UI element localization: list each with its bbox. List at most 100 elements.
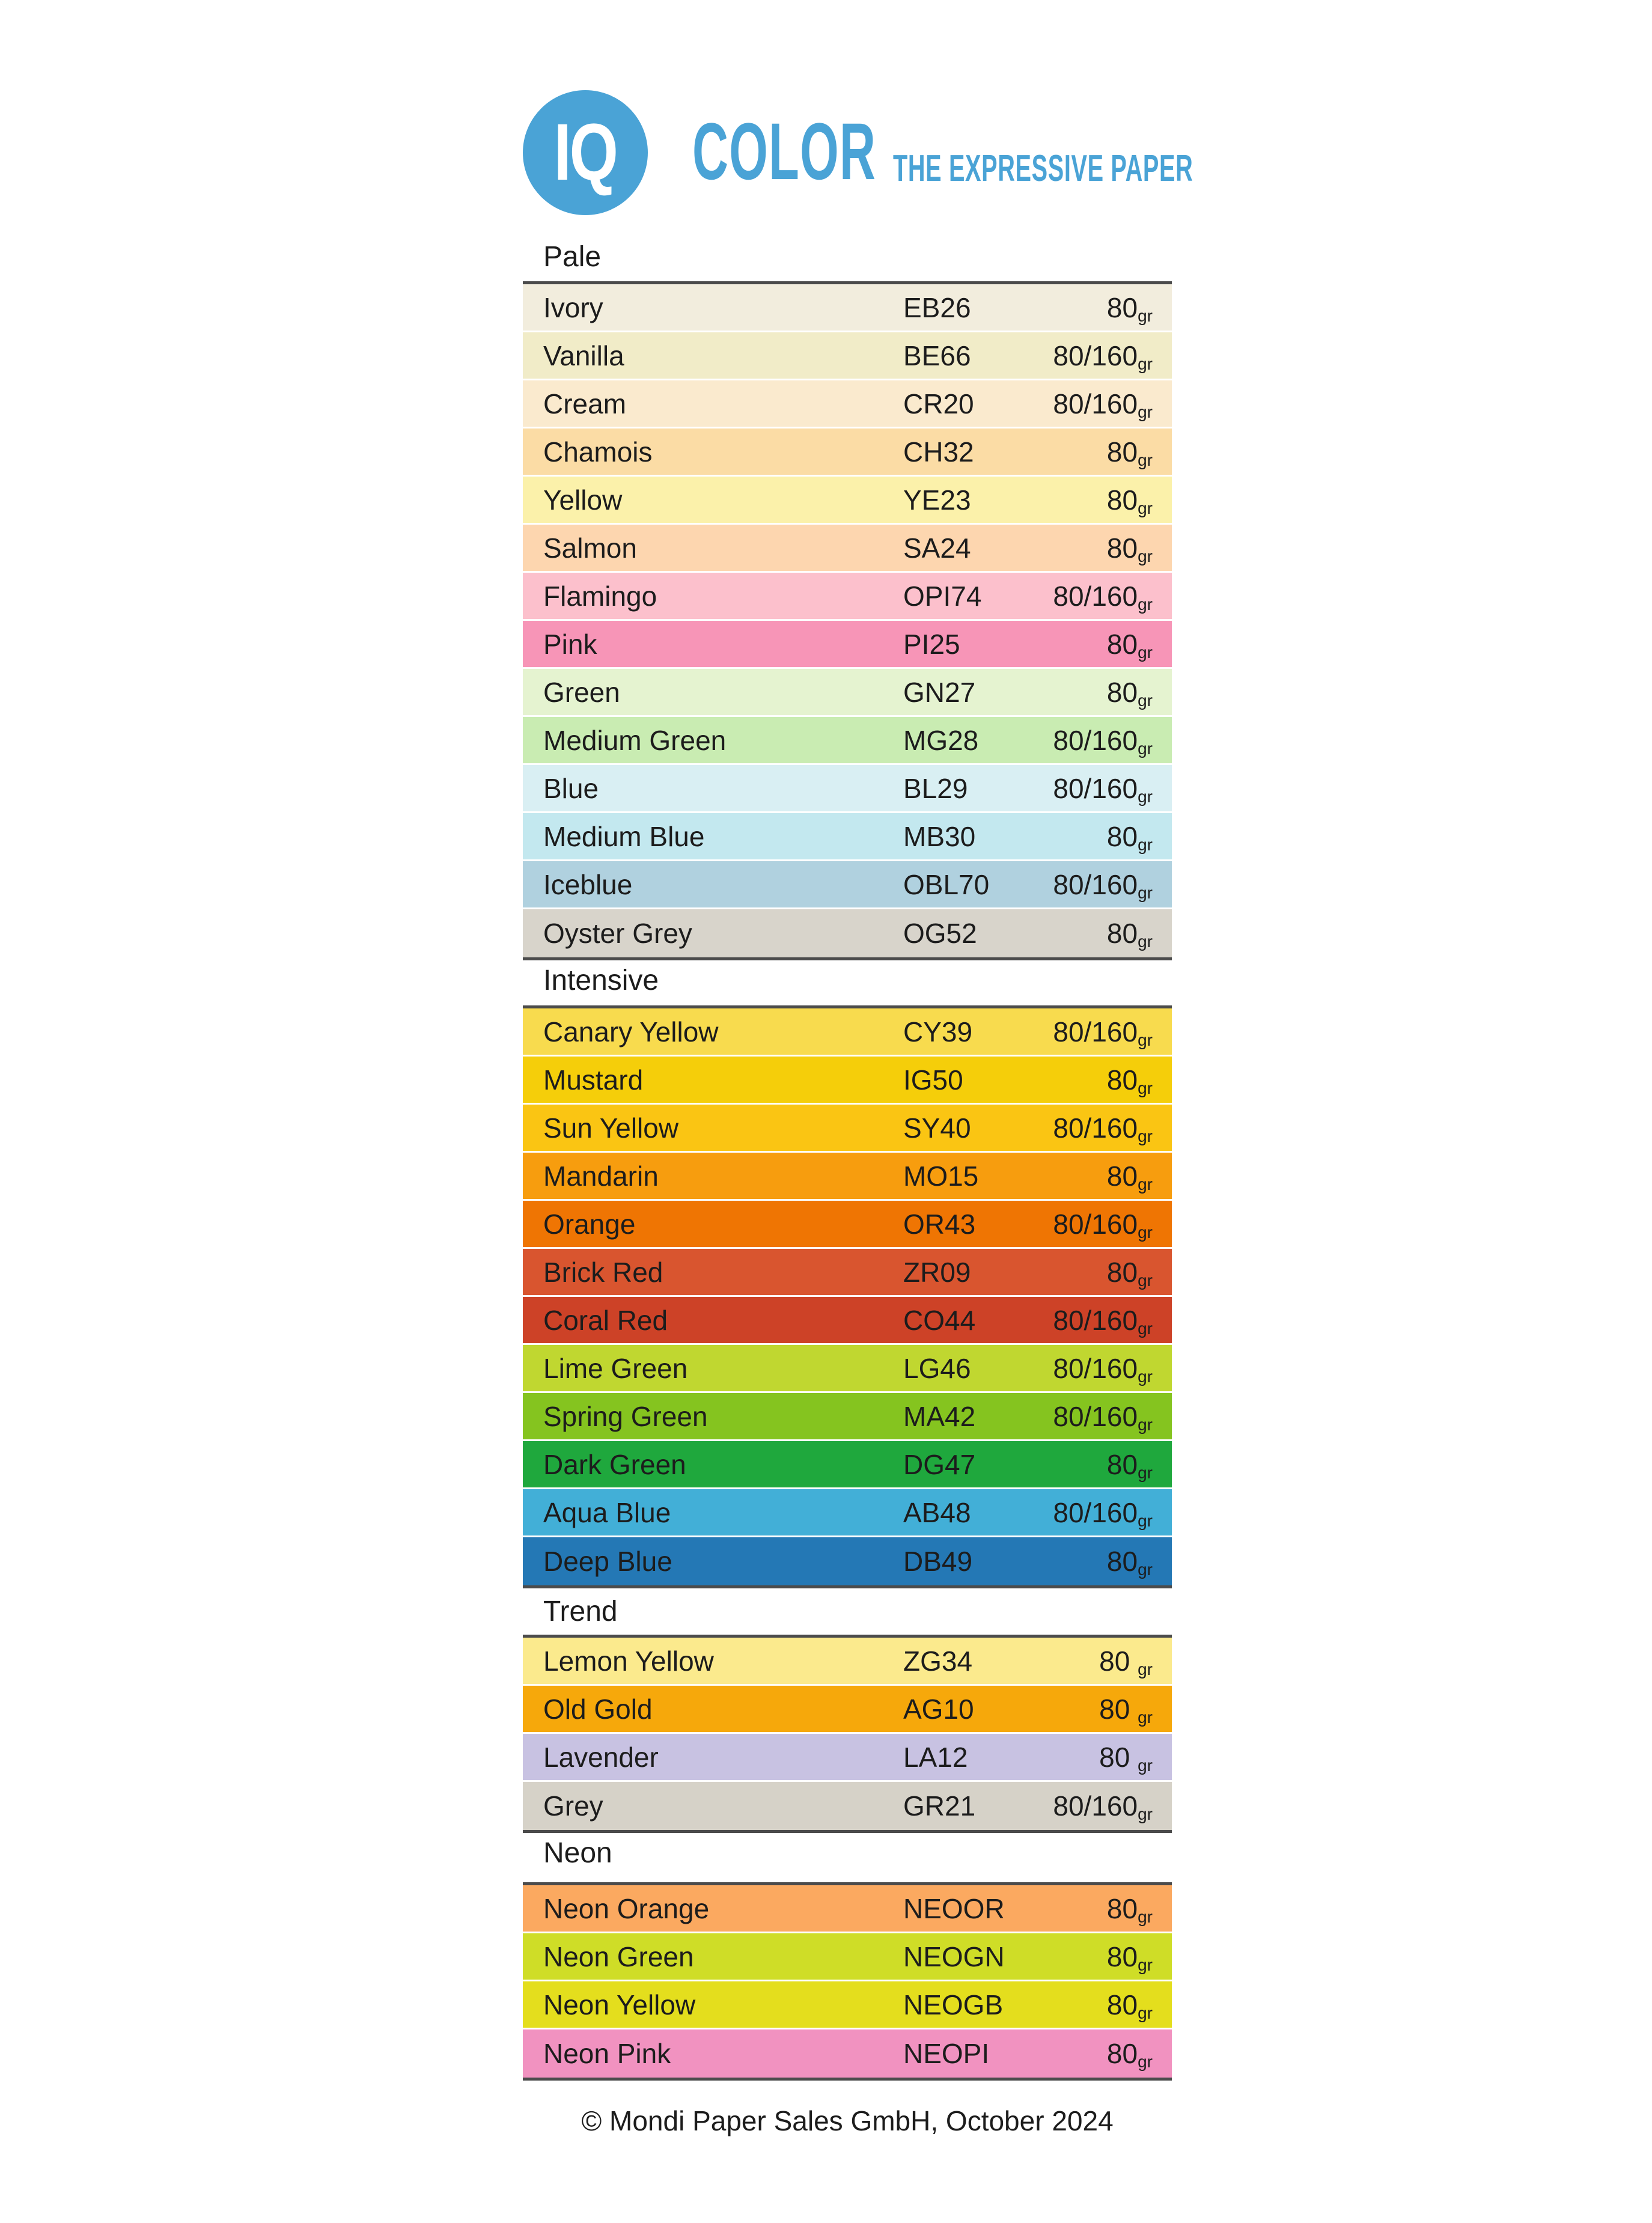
paper-name: Sun Yellow	[543, 1112, 679, 1144]
paper-name: Neon Orange	[543, 1892, 710, 1924]
paper-row: Salmon SA24 80gr	[523, 525, 1172, 573]
paper-row: Pink PI25 80gr	[523, 621, 1172, 669]
paper-name: Old Gold	[543, 1693, 653, 1725]
paper-weight: 80gr	[1106, 1160, 1153, 1194]
paper-code: AB48	[903, 1496, 971, 1528]
paper-code: MA42	[903, 1400, 976, 1432]
paper-name: Orange	[543, 1208, 636, 1240]
paper-weight: 80/160gr	[1053, 1304, 1153, 1338]
paper-name: Flamingo	[543, 580, 657, 612]
paper-name: Mustard	[543, 1064, 644, 1096]
paper-code: BE66	[903, 340, 971, 371]
paper-weight: 80gr	[1106, 1448, 1153, 1482]
paper-row: Neon Pink NEOPI 80gr	[523, 2029, 1172, 2078]
paper-name: Deep Blue	[543, 1546, 672, 1577]
paper-code: OBL70	[903, 868, 990, 900]
paper-row: Vanilla BE66 80/160gr	[523, 332, 1172, 380]
paper-code: MG28	[903, 724, 979, 756]
paper-code: DG47	[903, 1448, 976, 1480]
paper-row: Neon Yellow NEOGB 80gr	[523, 1981, 1172, 2029]
paper-weight: 80/160gr	[1053, 868, 1153, 902]
paper-row: Orange OR43 80/160gr	[523, 1201, 1172, 1249]
paper-weight: 80gr	[1106, 2038, 1153, 2071]
paper-weight: 80/160gr	[1053, 772, 1153, 806]
paper-weight: 80/160gr	[1053, 1496, 1153, 1530]
paper-weight: 80gr	[1106, 291, 1153, 325]
paper-row: Sun Yellow SY40 80/160gr	[523, 1105, 1172, 1153]
paper-code: AG10	[903, 1693, 974, 1725]
paper-name: Vanilla	[543, 340, 624, 371]
paper-weight: 80gr	[1106, 1064, 1153, 1097]
paper-name: Coral Red	[543, 1304, 668, 1336]
paper-weight: 80/160gr	[1053, 1352, 1153, 1386]
paper-name: Dark Green	[543, 1448, 686, 1480]
pale-table: Ivory EB26 80gr Vanilla BE66 80/160gr Cream C…	[523, 281, 1172, 960]
paper-name: Cream	[543, 388, 627, 419]
paper-row: Spring Green MA42 80/160gr	[523, 1393, 1172, 1441]
paper-row: Neon Orange NEOOR 80gr	[523, 1885, 1172, 1933]
paper-name: Aqua Blue	[543, 1496, 671, 1528]
paper-weight: 80/160gr	[1053, 388, 1153, 421]
paper-row: Flamingo OPI74 80/160gr	[523, 573, 1172, 621]
paper-code: BL29	[903, 772, 968, 804]
paper-weight: 80/160gr	[1053, 1112, 1153, 1145]
paper-row: Old Gold AG10 80 gr	[523, 1686, 1172, 1734]
copyright-footer: © Mondi Paper Sales GmbH, October 2024	[581, 2105, 1114, 2136]
paper-code: NEOPI	[903, 2038, 990, 2069]
paper-code: CH32	[903, 436, 974, 468]
paper-row: Aqua Blue AB48 80/160gr	[523, 1489, 1172, 1537]
paper-row: Mandarin MO15 80gr	[523, 1153, 1172, 1201]
paper-code: DB49	[903, 1546, 973, 1577]
iq-logo-monogram: IQ	[553, 108, 618, 197]
paper-row: Green GN27 80gr	[523, 669, 1172, 717]
paper-name: Grey	[543, 1790, 603, 1822]
logo-tagline: THE EXPRESSIVE PAPER	[893, 148, 1193, 189]
paper-name: Neon Pink	[543, 2038, 671, 2069]
paper-code: YE23	[903, 484, 971, 516]
paper-weight: 80 gr	[1099, 1741, 1153, 1775]
paper-weight: 80gr	[1106, 1941, 1153, 1974]
paper-code: CR20	[903, 388, 974, 419]
logo-wordmark: COLOR	[692, 107, 877, 197]
paper-name: Lavender	[543, 1741, 659, 1773]
paper-name: Neon Yellow	[543, 1989, 696, 2020]
paper-weight: 80/160gr	[1053, 1208, 1153, 1242]
paper-row: Canary Yellow CY39 80/160gr	[523, 1008, 1172, 1057]
paper-row: Yellow YE23 80gr	[523, 477, 1172, 525]
paper-weight: 80 gr	[1099, 1645, 1153, 1679]
paper-code: ZR09	[903, 1256, 971, 1288]
paper-name: Lime Green	[543, 1352, 688, 1384]
paper-code: OR43	[903, 1208, 976, 1240]
paper-code: LA12	[903, 1741, 968, 1773]
paper-name: Blue	[543, 772, 599, 804]
paper-row: Chamois CH32 80gr	[523, 428, 1172, 477]
paper-row: Neon Green NEOGN 80gr	[523, 1933, 1172, 1981]
paper-row: Lemon Yellow ZG34 80 gr	[523, 1638, 1172, 1686]
section-title-intensive: Intensive	[543, 965, 659, 996]
paper-code: PI25	[903, 628, 960, 660]
paper-code: MB30	[903, 820, 976, 852]
paper-row: Grey GR21 80/160gr	[523, 1782, 1172, 1830]
paper-code: NEOGN	[903, 1941, 1005, 1972]
paper-code: CO44	[903, 1304, 976, 1336]
section-title-pale: Pale	[543, 241, 602, 273]
iq-logo-circle: IQ	[523, 90, 648, 215]
paper-row: Ivory EB26 80gr	[523, 284, 1172, 332]
paper-weight: 80gr	[1106, 1989, 1153, 2022]
intensive-table: Canary Yellow CY39 80/160gr Mustard IG50 80g…	[523, 1005, 1172, 1588]
paper-row: Oyster Grey OG52 80gr	[523, 909, 1172, 957]
paper-name: Ivory	[543, 291, 603, 323]
paper-weight: 80gr	[1106, 1892, 1153, 1926]
paper-weight: 80gr	[1106, 484, 1153, 517]
paper-weight: 80gr	[1106, 628, 1153, 662]
paper-row: Mustard IG50 80gr	[523, 1057, 1172, 1105]
paper-code: IG50	[903, 1064, 963, 1096]
paper-code: GN27	[903, 676, 976, 708]
paper-name: Spring Green	[543, 1400, 708, 1432]
paper-weight: 80gr	[1106, 1256, 1153, 1290]
paper-name: Canary Yellow	[543, 1016, 719, 1047]
paper-row: Deep Blue DB49 80gr	[523, 1537, 1172, 1585]
paper-code: ZG34	[903, 1645, 973, 1677]
paper-weight: 80/160gr	[1053, 580, 1153, 614]
paper-name: Pink	[543, 628, 597, 660]
